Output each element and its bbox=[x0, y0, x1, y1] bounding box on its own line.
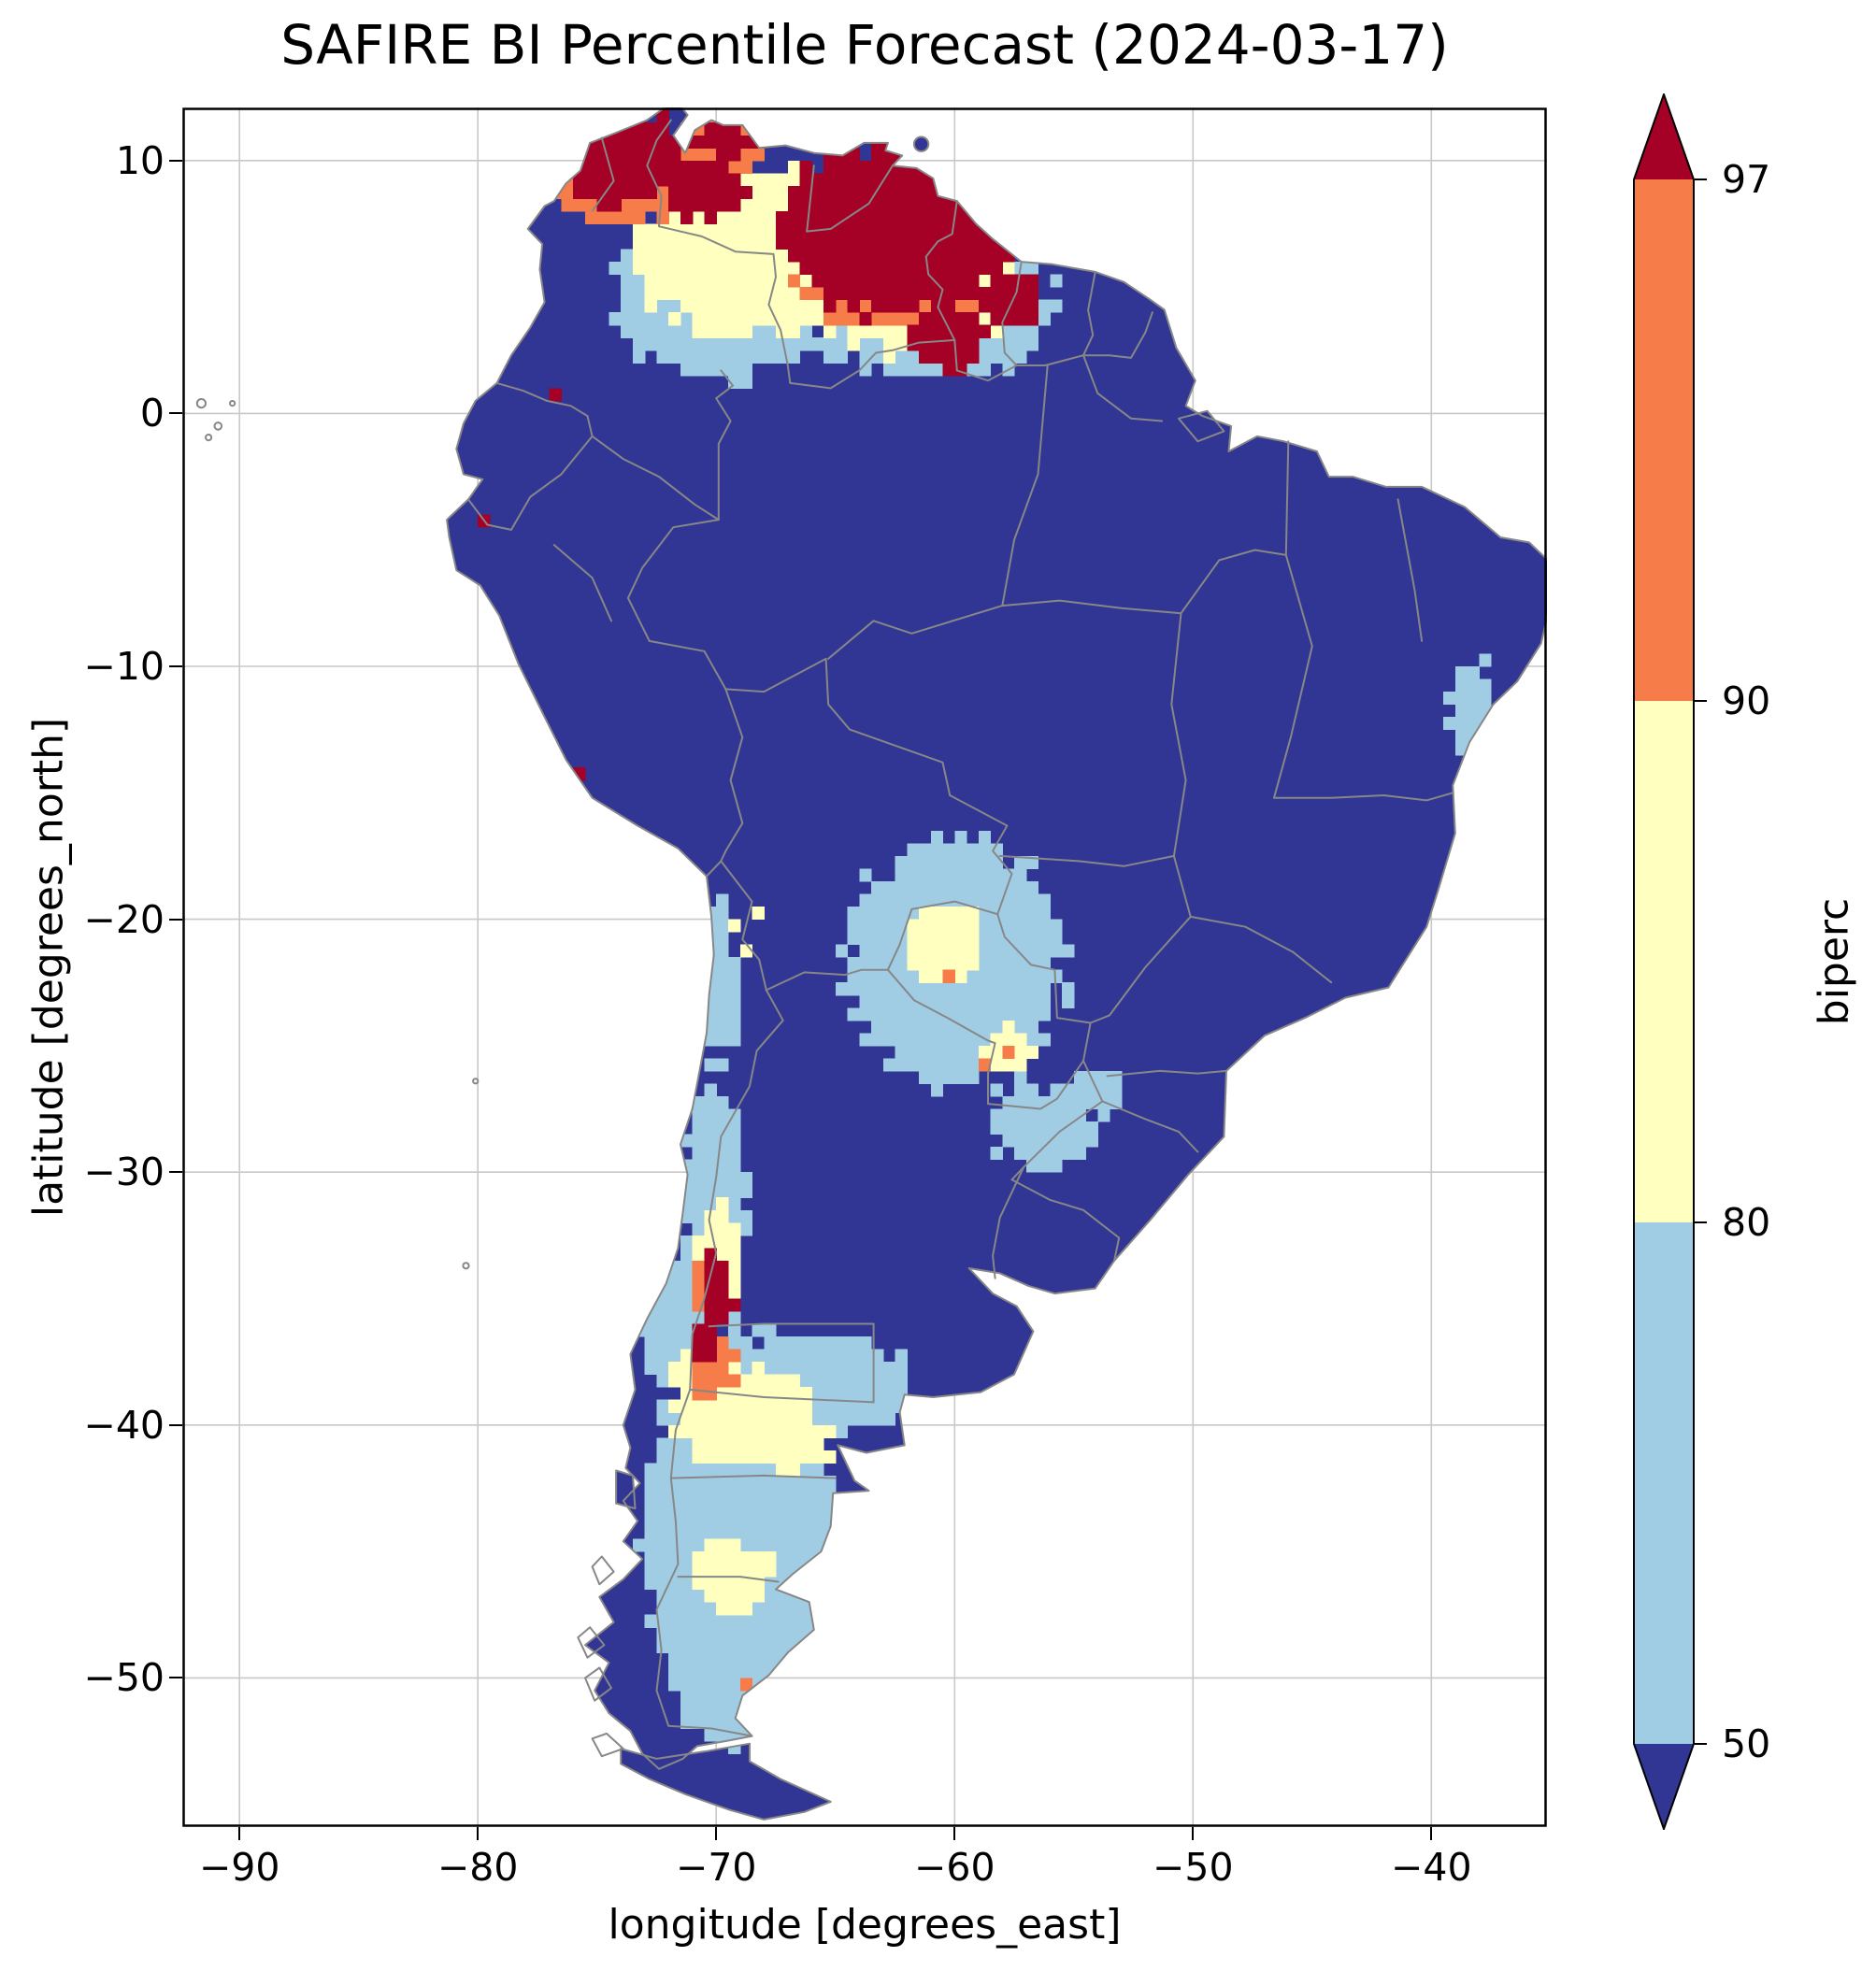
colorbar-tick-label: 97 bbox=[1722, 157, 1771, 202]
colorbar-svg bbox=[1633, 93, 1695, 1830]
colorbar-label: biperc bbox=[1810, 897, 1858, 1026]
y-tick-mark bbox=[169, 1423, 182, 1426]
y-tick-mark bbox=[169, 412, 182, 415]
colorbar-tick-mark bbox=[1695, 1221, 1707, 1223]
colorbar-tick-label: 50 bbox=[1722, 1721, 1771, 1766]
x-tick-label: −40 bbox=[1391, 1845, 1472, 1890]
x-tick-mark bbox=[477, 1827, 480, 1840]
map-plot bbox=[182, 107, 1547, 1827]
x-tick-label: −90 bbox=[198, 1845, 280, 1890]
x-tick-mark bbox=[1430, 1827, 1433, 1840]
y-tick-label: −20 bbox=[83, 896, 165, 942]
colorbar-tick-mark bbox=[1695, 179, 1707, 180]
x-tick-label: −80 bbox=[437, 1845, 519, 1890]
colorbar-tick-label: 80 bbox=[1722, 1200, 1771, 1245]
percentile-cells-layer bbox=[478, 109, 1492, 1755]
y-tick-mark bbox=[169, 1171, 182, 1174]
y-tick-label: −30 bbox=[83, 1150, 165, 1195]
y-tick-label: −50 bbox=[83, 1655, 165, 1701]
map-svg bbox=[182, 107, 1547, 1827]
colorbar-tick-mark bbox=[1695, 700, 1707, 702]
x-tick-label: −70 bbox=[675, 1845, 757, 1890]
y-tick-mark bbox=[169, 159, 182, 162]
x-tick-mark bbox=[238, 1827, 241, 1840]
colorbar-tick-mark bbox=[1695, 1743, 1707, 1745]
x-tick-label: −60 bbox=[914, 1845, 995, 1890]
y-tick-label: −40 bbox=[83, 1402, 165, 1448]
x-tick-mark bbox=[953, 1827, 956, 1840]
plot-frame bbox=[182, 107, 1547, 1827]
y-tick-mark bbox=[169, 918, 182, 921]
x-axis-label: longitude [degrees_east] bbox=[608, 1901, 1122, 1949]
figure-title: SAFIRE BI Percentile Forecast (2024-03-1… bbox=[280, 13, 1449, 77]
x-tick-mark bbox=[715, 1827, 718, 1840]
y-tick-label: 10 bbox=[115, 137, 165, 183]
y-tick-label: −10 bbox=[83, 644, 165, 689]
y-axis-label: latitude [degrees_north] bbox=[24, 717, 73, 1218]
colorbar-tick-label: 90 bbox=[1722, 678, 1771, 723]
colorbar bbox=[1633, 93, 1695, 1830]
x-tick-mark bbox=[1192, 1827, 1195, 1840]
y-tick-label: 0 bbox=[139, 391, 165, 436]
y-tick-mark bbox=[169, 1677, 182, 1679]
y-tick-mark bbox=[169, 665, 182, 667]
x-tick-label: −50 bbox=[1153, 1845, 1234, 1890]
borders-layer bbox=[446, 107, 1547, 1821]
